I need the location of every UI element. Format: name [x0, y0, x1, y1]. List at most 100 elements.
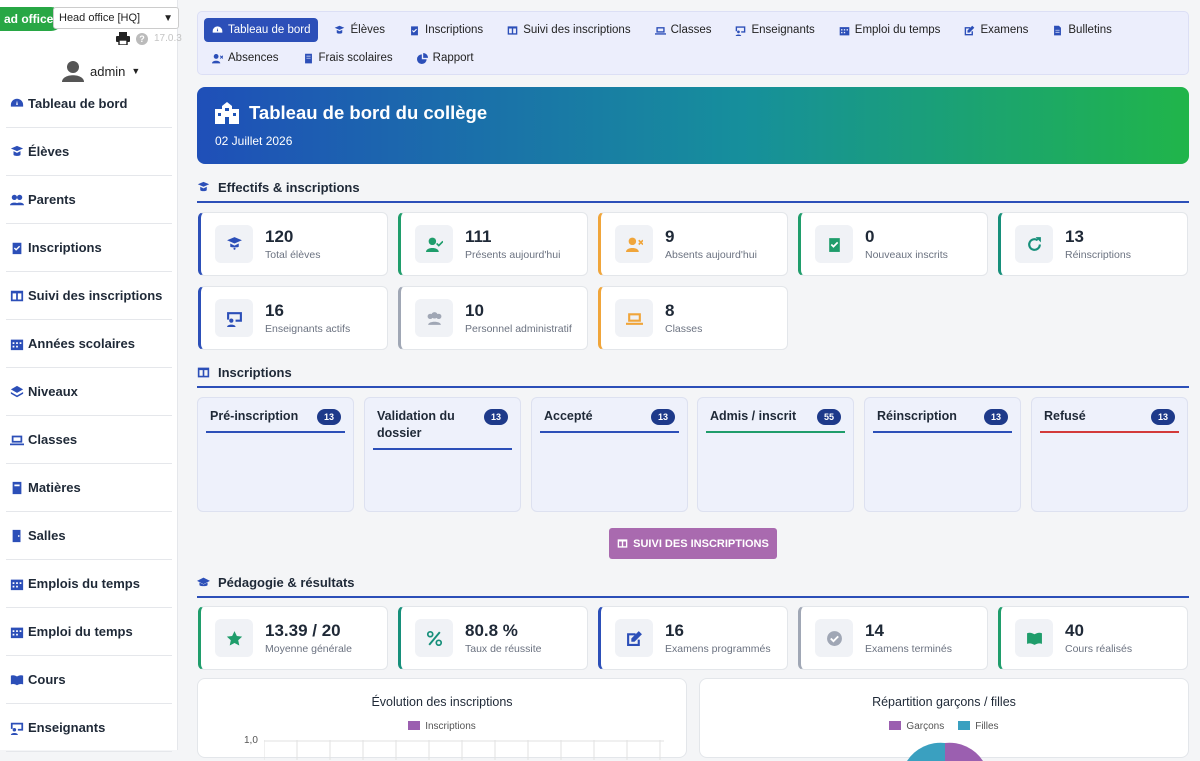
kanban-column[interactable]: Pré-inscription 13	[197, 397, 354, 512]
card-label: Présents aujourd'hui	[465, 249, 561, 261]
tab-classes[interactable]: Classes	[647, 18, 720, 42]
pie-slice-filles[interactable]	[907, 742, 945, 761]
chart-legend: Inscriptions	[198, 721, 686, 732]
users-icon	[427, 311, 441, 325]
result-card[interactable]: 40 Cours réalisés	[998, 606, 1188, 670]
tab-absences[interactable]: Absences	[204, 46, 287, 70]
sidebar-item-tableau-de-bord[interactable]: Tableau de bord	[6, 80, 172, 128]
card-value: 16	[265, 301, 284, 320]
column-title: Pré-inscription	[210, 409, 299, 423]
school-icon	[215, 102, 239, 124]
suivi-inscriptions-button[interactable]: SUIVI DES INSCRIPTIONS	[609, 528, 777, 559]
legend-swatch	[889, 721, 902, 730]
tab-tableau-de-bord[interactable]: Tableau de bord	[204, 18, 319, 42]
tab-enseignants[interactable]: Enseignants	[727, 18, 822, 42]
columns-icon	[10, 290, 24, 301]
sidebar-item-emploi-du-temps[interactable]: Emploi du temps	[6, 608, 172, 656]
kanban-column[interactable]: Accepté 13	[531, 397, 688, 512]
result-card[interactable]: 14 Examens terminés	[798, 606, 988, 670]
tab-label: Bulletins	[1068, 24, 1112, 36]
result-card[interactable]: 80.8 % Taux de réussite	[398, 606, 588, 670]
sidebar-item-suivi-inscriptions[interactable]: Suivi des inscriptions	[6, 272, 172, 320]
user-menu[interactable]: admin ▼	[62, 60, 140, 82]
edit-icon	[626, 630, 642, 646]
clipboard-check-icon	[12, 242, 22, 254]
sidebar-item-parents[interactable]: Parents	[6, 176, 172, 224]
card-value: 120	[265, 227, 294, 246]
stat-card[interactable]: 8 Classes	[598, 286, 788, 350]
open-book-icon	[1026, 632, 1042, 645]
pie-slice-garcons[interactable]	[945, 742, 983, 761]
legend-item[interactable]: Garçons	[889, 721, 944, 732]
tab-label: Emploi du temps	[854, 24, 941, 36]
office-badge[interactable]: ad office	[0, 7, 64, 31]
kanban-column[interactable]: Validation du dossier 13	[364, 397, 521, 512]
sidebar-item-label: Élèves	[28, 144, 70, 159]
tab-label: Classes	[670, 24, 712, 36]
student-icon	[197, 181, 210, 191]
laptop-icon	[625, 312, 643, 325]
sidebar-item-matieres[interactable]: Matières	[6, 464, 172, 512]
stat-card[interactable]: 9 Absents aujourd'hui	[598, 212, 788, 276]
tab-frais-scolaires[interactable]: Frais scolaires	[295, 46, 401, 70]
kanban-column[interactable]: Réinscription 13	[864, 397, 1021, 512]
tab-label: Enseignants	[751, 24, 815, 36]
tab-eleves[interactable]: Élèves	[326, 18, 393, 42]
sidebar-item-label: Tableau de bord	[28, 96, 128, 111]
sidebar-item-emplois-du-temps[interactable]: Emplois du temps	[6, 560, 172, 608]
tab-emploi-du-temps[interactable]: Emploi du temps	[831, 18, 949, 42]
current-date: 02 Juillet 2026	[215, 134, 293, 148]
clipboard-check-icon	[828, 237, 840, 252]
evolution-chart-card: Évolution des inscriptions Inscriptions …	[197, 678, 687, 760]
sidebar-item-annees-scolaires[interactable]: Années scolaires	[6, 320, 172, 368]
card-label: Examens programmés	[665, 643, 771, 655]
kanban-column[interactable]: Admis / inscrit 55	[697, 397, 854, 512]
result-card[interactable]: 13.39 / 20 Moyenne générale	[198, 606, 388, 670]
kanban-column[interactable]: Refusé 13	[1031, 397, 1188, 512]
avatar-icon	[62, 61, 84, 82]
column-header: Admis / inscrit 55	[706, 408, 845, 433]
card-icon-box	[415, 299, 453, 337]
stat-card[interactable]: 120 Total élèves	[198, 212, 388, 276]
sidebar-item-eleves[interactable]: Élèves	[6, 128, 172, 176]
sidebar-item-cours[interactable]: Cours	[6, 656, 172, 704]
chevron-down-icon: ▼	[131, 66, 141, 76]
office-select[interactable]: Head office [HQ] ▼	[53, 7, 179, 29]
users-icon	[10, 194, 24, 205]
sidebar-item-salles[interactable]: Salles	[6, 512, 172, 560]
redo-icon	[1027, 236, 1041, 251]
tab-suivi-inscriptions[interactable]: Suivi des inscriptions	[499, 18, 638, 42]
calendar-icon	[10, 579, 24, 590]
tab-inscriptions[interactable]: Inscriptions	[401, 18, 491, 42]
percent-icon	[426, 630, 442, 646]
sidebar-item-enseignants[interactable]: Enseignants	[6, 704, 172, 752]
card-label: Moyenne générale	[265, 643, 352, 655]
user-x-icon	[625, 237, 643, 252]
card-label: Classes	[665, 323, 703, 335]
legend-item[interactable]: Inscriptions	[408, 721, 476, 732]
tab-bulletins[interactable]: Bulletins	[1044, 18, 1119, 42]
invoice-icon	[304, 53, 312, 63]
legend-item[interactable]: Filles	[958, 721, 999, 732]
sidebar-item-classes[interactable]: Classes	[6, 416, 172, 464]
stat-card[interactable]: 16 Enseignants actifs	[198, 286, 388, 350]
sidebar-item-niveaux[interactable]: Niveaux	[6, 368, 172, 416]
stat-card[interactable]: 13 Réinscriptions	[998, 212, 1188, 276]
print-icon[interactable]	[116, 32, 130, 45]
card-value: 80.8 %	[465, 621, 518, 640]
help-icon[interactable]: ?	[136, 32, 148, 45]
chart-title: Évolution des inscriptions	[371, 695, 513, 709]
card-value: 40	[1065, 621, 1084, 640]
card-value: 16	[665, 621, 684, 640]
tab-rapport[interactable]: Rapport	[409, 46, 482, 70]
sidebar-item-inscriptions[interactable]: Inscriptions	[6, 224, 172, 272]
tab-examens[interactable]: Examens	[956, 18, 1036, 42]
stat-card[interactable]: 0 Nouveaux inscrits	[798, 212, 988, 276]
card-icon-box	[615, 619, 653, 657]
card-value: 0	[865, 227, 875, 246]
top-navigation: Tableau de bord Élèves Inscriptions Suiv…	[197, 11, 1189, 75]
stat-card[interactable]: 111 Présents aujourd'hui	[398, 212, 588, 276]
result-card[interactable]: 16 Examens programmés	[598, 606, 788, 670]
legend-label: Inscriptions	[425, 721, 476, 732]
stat-card[interactable]: 10 Personnel administratif	[398, 286, 588, 350]
